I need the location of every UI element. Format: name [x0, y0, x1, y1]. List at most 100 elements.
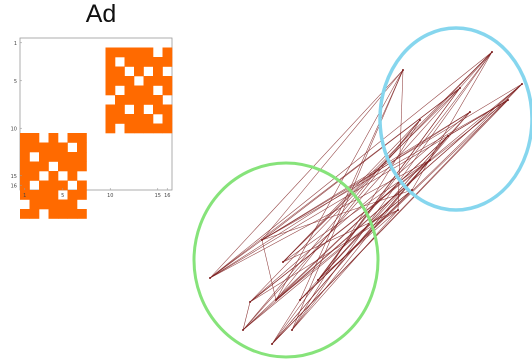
graph-edge	[271, 159, 431, 345]
graph-edge	[249, 111, 471, 303]
graph-edge	[271, 299, 301, 345]
y-tick-label: 10	[11, 126, 17, 132]
graph-edge	[209, 111, 471, 279]
matrix-cell	[20, 209, 30, 219]
matrix-cell	[29, 209, 40, 219]
matrix-cell	[105, 57, 116, 67]
matrix-cell	[58, 142, 68, 153]
cluster-left-ellipse	[192, 161, 380, 359]
matrix-cell	[124, 76, 135, 86]
matrix-cell	[20, 190, 30, 200]
y-tick-label: 1	[14, 41, 17, 47]
graph-edge	[397, 69, 404, 211]
graph-node	[261, 239, 263, 241]
graph-node	[291, 329, 293, 331]
y-tick-label: 15	[11, 174, 17, 180]
graph-edge	[429, 83, 523, 161]
matrix-cell	[48, 133, 59, 143]
matrix-cell	[77, 133, 87, 143]
graph-node	[419, 119, 421, 121]
graph-edge	[317, 209, 399, 281]
x-tick-label: 16	[164, 193, 170, 199]
matrix-cell	[20, 142, 30, 153]
graph-edge	[282, 209, 399, 263]
matrix-cell	[67, 199, 78, 210]
matrix-cell	[77, 161, 87, 172]
graph-edge	[291, 69, 404, 331]
matrix-cell	[39, 152, 49, 162]
graph-edge	[282, 87, 461, 263]
matrix-cell	[153, 57, 163, 67]
matrix-cell	[115, 47, 125, 58]
graph-edge	[209, 239, 263, 279]
graph-node	[447, 135, 449, 137]
matrix-cell	[143, 57, 154, 67]
matrix-cell	[143, 114, 154, 124]
graph-edge	[249, 99, 509, 303]
matrix-cell	[124, 114, 135, 124]
matrix-cell	[29, 142, 40, 153]
matrix-cell	[105, 114, 116, 124]
matrix-cell	[115, 66, 125, 77]
matrix-cell	[105, 104, 116, 115]
graph-node	[507, 99, 509, 101]
matrix-cell	[162, 76, 173, 86]
matrix-cell	[115, 95, 125, 105]
matrix-cell	[67, 152, 78, 162]
x-tick-label: 5	[61, 193, 64, 199]
matrix-cell	[134, 47, 144, 58]
matrix-cell	[134, 85, 144, 96]
graph-edge	[447, 99, 509, 137]
graph-edge	[261, 69, 404, 241]
matrix-cell	[39, 199, 49, 210]
matrix-cell	[39, 180, 49, 191]
matrix-cell	[162, 104, 173, 115]
graph-edge	[261, 189, 413, 241]
graph-edge	[261, 239, 277, 301]
graph-node	[242, 329, 244, 331]
graph-edge	[317, 87, 461, 281]
matrix-cell	[58, 199, 68, 210]
graph-node	[282, 261, 284, 263]
matrix-cell	[29, 190, 40, 200]
matrix-cell	[143, 76, 154, 86]
matrix-cell	[20, 171, 30, 181]
matrix-cell	[105, 47, 116, 58]
matrix-cell	[77, 142, 87, 153]
matrix-cell	[67, 209, 78, 219]
x-tick-label: 1	[23, 193, 26, 199]
matrix-cell	[58, 152, 68, 162]
matrix-cell	[134, 104, 144, 115]
matrix-cell	[134, 57, 144, 67]
matrix-cell	[153, 76, 163, 86]
matrix-cell	[77, 190, 87, 200]
matrix-cell	[134, 114, 144, 124]
graph-edge	[209, 159, 431, 279]
matrix-cell	[105, 66, 116, 77]
matrix-cell	[29, 133, 40, 143]
matrix-cell	[124, 57, 135, 67]
matrix-cell	[67, 133, 78, 143]
graph-edge	[249, 209, 399, 303]
y-tick-label: 16	[11, 183, 17, 189]
graph-edge	[291, 119, 421, 331]
matrix-cell	[29, 171, 40, 181]
matrix-cell	[77, 180, 87, 191]
matrix-cell	[153, 66, 163, 77]
matrix-cell	[77, 152, 87, 162]
graph-edge	[282, 159, 431, 263]
matrix-cell	[153, 123, 163, 134]
graph-node	[271, 343, 273, 345]
matrix-cell	[77, 209, 87, 219]
matrix-cell	[143, 85, 154, 96]
matrix-cell	[153, 95, 163, 105]
graph-edge	[275, 189, 413, 301]
graph-node	[249, 301, 251, 303]
matrix-cell	[162, 57, 173, 67]
graph-edge	[261, 83, 523, 241]
graph-edge	[209, 51, 493, 279]
graph-node	[491, 51, 493, 53]
graph-edge	[299, 189, 413, 301]
